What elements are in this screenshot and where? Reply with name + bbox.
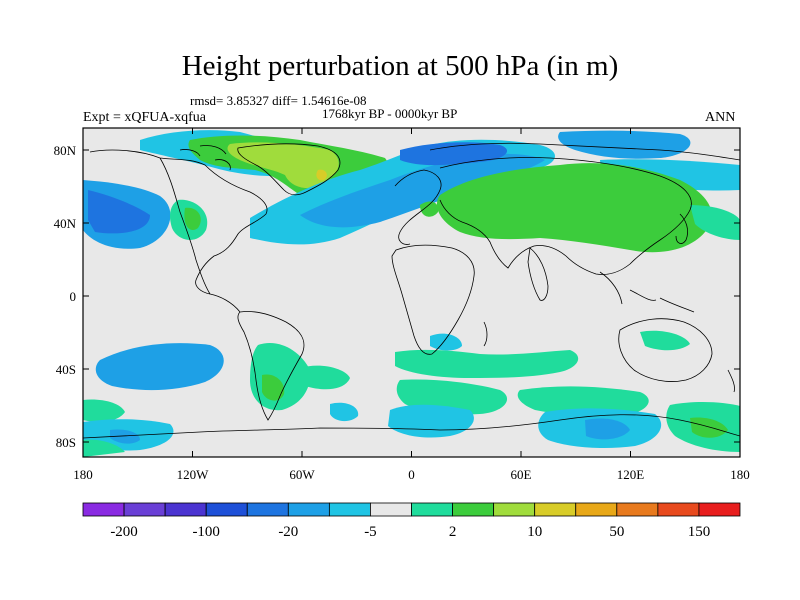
colorbar-label: -100 [192,524,220,540]
coastline-africa [391,244,475,355]
anomaly-patch [640,330,690,351]
anomaly-patch [690,417,728,438]
lon-label-60w: 60W [289,467,315,482]
map-panel [83,128,740,457]
anomaly-patch [330,402,359,422]
lat-label-40n: 40N [54,216,77,231]
coastline-europe [394,169,442,245]
colorbar-swatch [370,502,412,517]
lon-label-0: 0 [408,467,415,482]
longitude-axis [82,128,741,457]
colorbar-swatch [411,502,453,517]
colorbar-swatch [493,502,536,517]
anomaly-patch [83,399,125,422]
colorbar-swatch [328,502,371,517]
lon-label-120e: 120E [617,467,645,482]
anomaly-patch [316,169,327,181]
colorbar-label: -5 [364,524,377,540]
colorbar [82,502,741,517]
anomaly-patch [110,429,140,444]
coastline-southeast-asia [599,271,695,313]
lat-label-80n: 80N [54,143,77,158]
anomaly-patch [585,418,630,440]
figure-title: Height perturbation at 500 hPa (in m) [181,50,619,82]
coastline-madagascar [483,321,488,347]
coastline-north-america-west [159,157,211,295]
lon-label-120w: 120W [177,467,210,482]
anomaly-patch [388,404,474,438]
anomaly-patch [300,365,350,390]
colorbar-swatch [616,502,659,517]
anomaly-patch [227,142,339,189]
lon-label-180-west: 180 [73,467,93,482]
anomaly-patch [517,386,649,417]
colorbar-swatch [82,502,125,517]
colorbar-swatch [534,502,577,517]
colorbar-swatch [287,502,330,517]
anomaly-patch [420,201,439,217]
colorbar-swatch [246,502,289,517]
anomaly-field [83,130,740,457]
colorbar-swatch [123,502,166,517]
anomaly-patch [88,190,150,234]
season-label: ANN [705,110,736,125]
coastline-new-zealand [727,369,735,393]
lat-label-80s: 80S [56,435,76,450]
colorbar-swatch [575,502,618,517]
anomaly-patch [436,163,712,253]
colorbar-labels: -200 -100 -20 -5 2 10 50 150 [110,524,710,540]
colorbar-label: -200 [110,524,138,540]
colorbar-label: 2 [449,524,457,540]
anomaly-patch [395,349,579,378]
lat-label-0: 0 [70,289,77,304]
colorbar-swatch [164,502,207,517]
coastline-arctic-islands [179,145,231,171]
coastline-south-america [237,311,305,421]
coastline-australia [618,318,713,382]
colorbar-swatch [698,502,741,517]
coastline-antarctica [83,414,740,439]
anomaly-patch [430,333,462,351]
colorbar-swatch [205,502,248,517]
coastline-greenland [237,143,341,196]
anomaly-patch [262,374,285,401]
coastline-north-america [89,149,268,313]
coastline-japan [675,213,688,244]
anomaly-patch [558,130,691,159]
lon-label-180-east: 180 [730,467,750,482]
experiment-label: Expt = xQFUA-xqfua [83,110,206,125]
colorbar-label: -20 [278,524,298,540]
coastline-india [527,247,549,301]
lon-label-60e: 60E [511,467,532,482]
colorbar-swatch [452,502,495,517]
colorbar-label: 150 [688,524,711,540]
coastlines [83,142,740,439]
colorbar-label: 10 [527,524,542,540]
anomaly-patch [690,205,740,240]
coastline-asia [439,157,692,275]
stats-text: rmsd= 3.85327 diff= 1.54616e-08 [190,93,367,108]
anomaly-patch [83,439,125,457]
period-text: 1768kyr BP - 0000kyr BP [322,106,458,121]
anomaly-patch [300,153,545,228]
colorbar-swatch [657,502,700,517]
anomaly-patch [95,343,224,391]
colorbar-label: 50 [609,524,624,540]
anomaly-patch [400,142,508,166]
anomaly-patch [184,207,201,230]
latitude-axis [83,149,740,443]
lat-label-40s: 40S [56,362,76,377]
coastline-siberia-north [429,142,740,161]
